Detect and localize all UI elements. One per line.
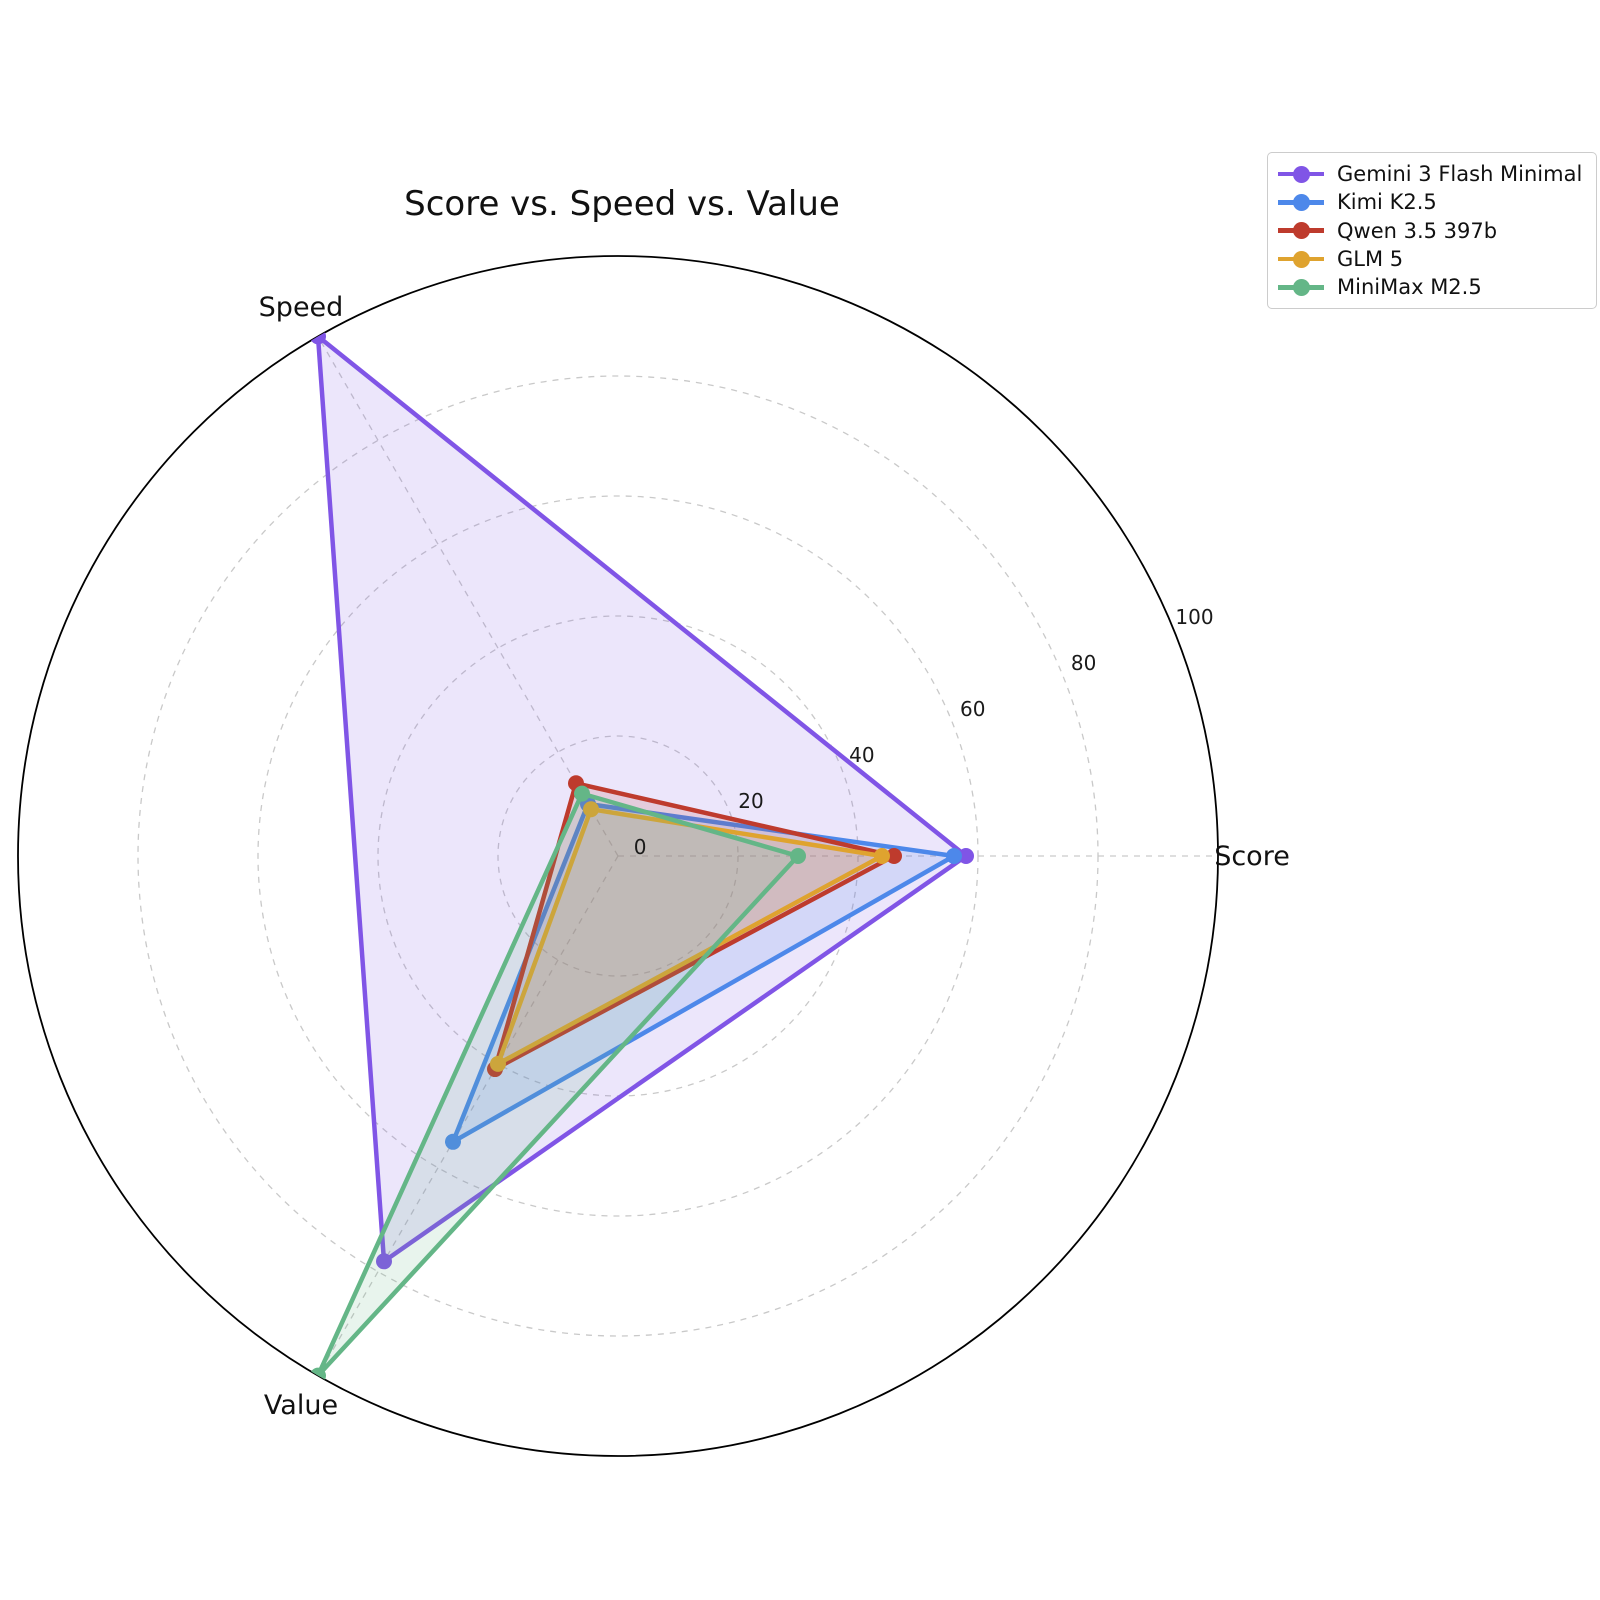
legend-marker-icon [1278, 165, 1324, 183]
legend-label-glm-5: GLM 5 [1337, 247, 1404, 272]
legend-item-gemini-3-flash-minimal: Gemini 3 Flash Minimal [1278, 160, 1582, 188]
axis-spoke-speed [317, 336, 619, 857]
legend-marker-icon [1278, 193, 1324, 211]
axis-label-speed: Speed [259, 292, 344, 323]
series-marker-minimax-m2-5-score [790, 848, 806, 864]
series-marker-glm-5-score [874, 848, 890, 864]
legend-marker-icon [1278, 278, 1324, 296]
axis-label-value: Value [264, 1390, 338, 1421]
series-polygon-glm-5 [495, 806, 885, 1067]
series-marker-gemini-3-flash-minimal-value [376, 1253, 392, 1270]
legend-item-glm-5: GLM 5 [1278, 245, 1582, 273]
legend-label-gemini-3-flash-minimal: Gemini 3 Flash Minimal [1337, 162, 1583, 187]
r-tick-label-100: 100 [1175, 605, 1213, 629]
r-tick-label-60: 60 [960, 697, 985, 721]
r-tick-label-20: 20 [738, 789, 763, 813]
legend-label-kimi-k2-5: Kimi K2.5 [1337, 190, 1437, 215]
legend: Gemini 3 Flash Minimal Kimi K2.5 Qwen 3.5 … [1267, 152, 1598, 310]
series-polygon-minimax-m2-5 [315, 791, 801, 1378]
series-marker-glm-5-value [490, 1055, 506, 1072]
legend-marker-icon [1278, 222, 1324, 240]
legend-marker-icon [1278, 250, 1324, 268]
series-marker-gemini-3-flash-minimal-score [958, 848, 974, 864]
chart-title: Score vs. Speed vs. Value [404, 184, 840, 224]
legend-item-qwen-3-5-397b: Qwen 3.5 397b [1278, 217, 1582, 245]
series-glm-5 [490, 801, 890, 1072]
r-tick-label-40: 40 [849, 743, 874, 767]
series-marker-glm-5-speed [583, 801, 599, 818]
legend-item-minimax-m2-5: MiniMax M2.5 [1278, 273, 1582, 301]
series-marker-kimi-k2-5-score [946, 848, 962, 864]
series-marker-qwen-3-5-397b-score [886, 848, 902, 864]
series-marker-gemini-3-flash-minimal-speed [310, 328, 326, 345]
legend-label-minimax-m2-5: MiniMax M2.5 [1337, 275, 1482, 300]
r-tick-label-0: 0 [634, 835, 647, 859]
legend-item-kimi-k2-5: Kimi K2.5 [1278, 188, 1582, 216]
legend-label-qwen-3-5-397b: Qwen 3.5 397b [1337, 218, 1498, 243]
series-marker-minimax-m2-5-value [310, 1367, 326, 1384]
polar-outline [17, 255, 1219, 1457]
axis-label-score: Score [1214, 841, 1290, 872]
r-tick-label-80: 80 [1071, 651, 1096, 675]
axis-spoke-value [317, 855, 619, 1376]
series-marker-kimi-k2-5-value [445, 1133, 461, 1150]
series-marker-minimax-m2-5-speed [574, 785, 590, 802]
